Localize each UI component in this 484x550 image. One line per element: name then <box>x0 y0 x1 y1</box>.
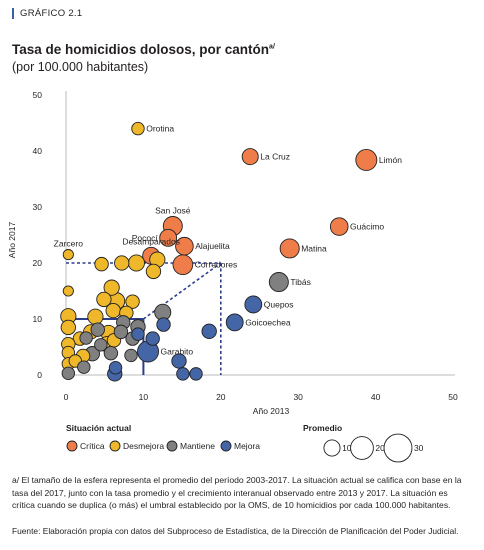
data-point-mantiene <box>268 272 289 293</box>
data-point-desmejora <box>103 279 120 296</box>
x-tick-label: 10 <box>139 392 149 402</box>
legend-swatch-desmejora <box>109 440 121 452</box>
data-point-desmejora <box>131 121 145 136</box>
data-point-critica <box>175 236 194 256</box>
legend-title: Situación actual <box>66 423 131 433</box>
point-label: Guácimo <box>350 222 384 232</box>
x-tick-label: 40 <box>371 392 381 402</box>
point-label: Zarcero <box>54 239 84 249</box>
data-point-critica <box>241 148 259 166</box>
data-point-mantiene <box>90 322 105 337</box>
point-label: Pococí <box>132 233 159 243</box>
point-label: Quepos <box>264 299 294 309</box>
data-point-desmejora <box>125 294 140 309</box>
legend-swatch-critica <box>66 440 78 452</box>
point-label: Tibás <box>290 277 310 287</box>
point-label: San José <box>155 205 191 215</box>
size-legend-label: 10 <box>342 443 352 453</box>
source-note: Fuente: Elaboración propia con datos del… <box>12 526 459 536</box>
chart-subtitle: (por 100.000 habitantes) <box>12 60 149 74</box>
data-point-mejora <box>244 295 263 314</box>
threshold-line-20 <box>142 262 222 320</box>
data-point-mantiene <box>103 345 119 361</box>
point-label: Limón <box>379 155 402 165</box>
data-point-mejora <box>189 367 203 381</box>
data-point-desmejora <box>94 256 109 272</box>
data-point-mantiene <box>79 331 93 345</box>
data-point-critica <box>172 254 194 276</box>
data-point-desmejora <box>145 263 162 280</box>
footnote: a/ El tamaño de la esfera representa el … <box>12 475 462 511</box>
x-tick-label: 20 <box>216 392 226 402</box>
legend-label-critica: Crítica <box>80 441 105 451</box>
legend-swatch-mejora <box>220 440 232 452</box>
point-label: Alajuelita <box>195 241 230 251</box>
y-tick-label: 10 <box>33 314 43 324</box>
data-point-desmejora <box>114 255 130 271</box>
chart-title: Tasa de homicidios dolosos, por cantóna/ <box>12 42 275 57</box>
data-point-desmejora <box>60 319 76 336</box>
legend-swatch-mantiene <box>166 440 178 452</box>
chart-title-text: Tasa de homicidios dolosos, por cantón <box>12 42 270 57</box>
size-legend-label: 30 <box>414 443 424 453</box>
y-tick-label: 20 <box>33 258 43 268</box>
y-tick-label: 50 <box>33 90 43 100</box>
point-label: Orotina <box>146 124 174 134</box>
point-label: Garabito <box>161 346 194 356</box>
y-tick-label: 0 <box>37 370 42 380</box>
x-axis-title: Año 2013 <box>253 406 290 416</box>
data-point-mejora <box>156 317 171 332</box>
data-point-mejora <box>171 353 187 369</box>
y-tick-label: 40 <box>33 146 43 156</box>
data-point-mantiene <box>113 324 129 340</box>
data-point-desmejora <box>105 302 121 319</box>
data-point-mejora <box>225 313 244 332</box>
data-point-critica <box>159 228 178 247</box>
size-legend-circle <box>323 439 341 457</box>
y-axis-title: Año 2017 <box>7 222 17 259</box>
data-point-critica <box>329 217 349 236</box>
data-point-mejora <box>176 367 190 381</box>
scatter-chart: 0 10 20 30 40 50 0 10 20 30 40 50 Año 2013 Año 2017 Or… <box>7 90 458 463</box>
x-tick-label: 30 <box>293 392 303 402</box>
data-point-mejora <box>108 361 123 375</box>
data-point-desmejora <box>127 254 145 272</box>
data-point-critica <box>355 148 378 171</box>
figure-label: GRÁFICO 2.1 <box>12 8 82 19</box>
size-legend-circle <box>383 433 413 463</box>
data-point-mantiene <box>61 366 76 381</box>
data-point-mantiene <box>124 348 138 363</box>
point-label: Goicoechea <box>245 317 291 327</box>
legend-label-mejora: Mejora <box>234 441 260 451</box>
legend-label-mantiene: Mantiene <box>180 441 215 451</box>
size-legend-title: Promedio <box>303 423 342 433</box>
y-tick-label: 30 <box>33 202 43 212</box>
data-point-critica <box>279 238 300 259</box>
data-point-desmejora <box>62 249 74 261</box>
size-legend-label: 20 <box>375 443 385 453</box>
data-point-mejora <box>201 323 217 339</box>
data-point-mantiene <box>94 338 108 352</box>
x-tick-label: 0 <box>64 392 69 402</box>
size-legend-circle <box>350 436 374 460</box>
title-note-marker: a/ <box>269 43 275 51</box>
point-label: Corredores <box>195 260 238 270</box>
point-label: La Cruz <box>260 152 290 162</box>
point-label: Matina <box>301 243 327 253</box>
data-point-mejora <box>145 331 160 346</box>
legend-label-desmejora: Desmejora <box>123 441 164 451</box>
point-label: Desamparados <box>122 236 180 246</box>
data-point-desmejora <box>62 285 74 297</box>
data-point-desmejora <box>96 291 112 308</box>
data-point-desmejora <box>87 308 104 325</box>
data-point-mantiene <box>77 360 91 374</box>
x-tick-label: 50 <box>448 392 458 402</box>
data-point-mejora <box>131 327 145 341</box>
